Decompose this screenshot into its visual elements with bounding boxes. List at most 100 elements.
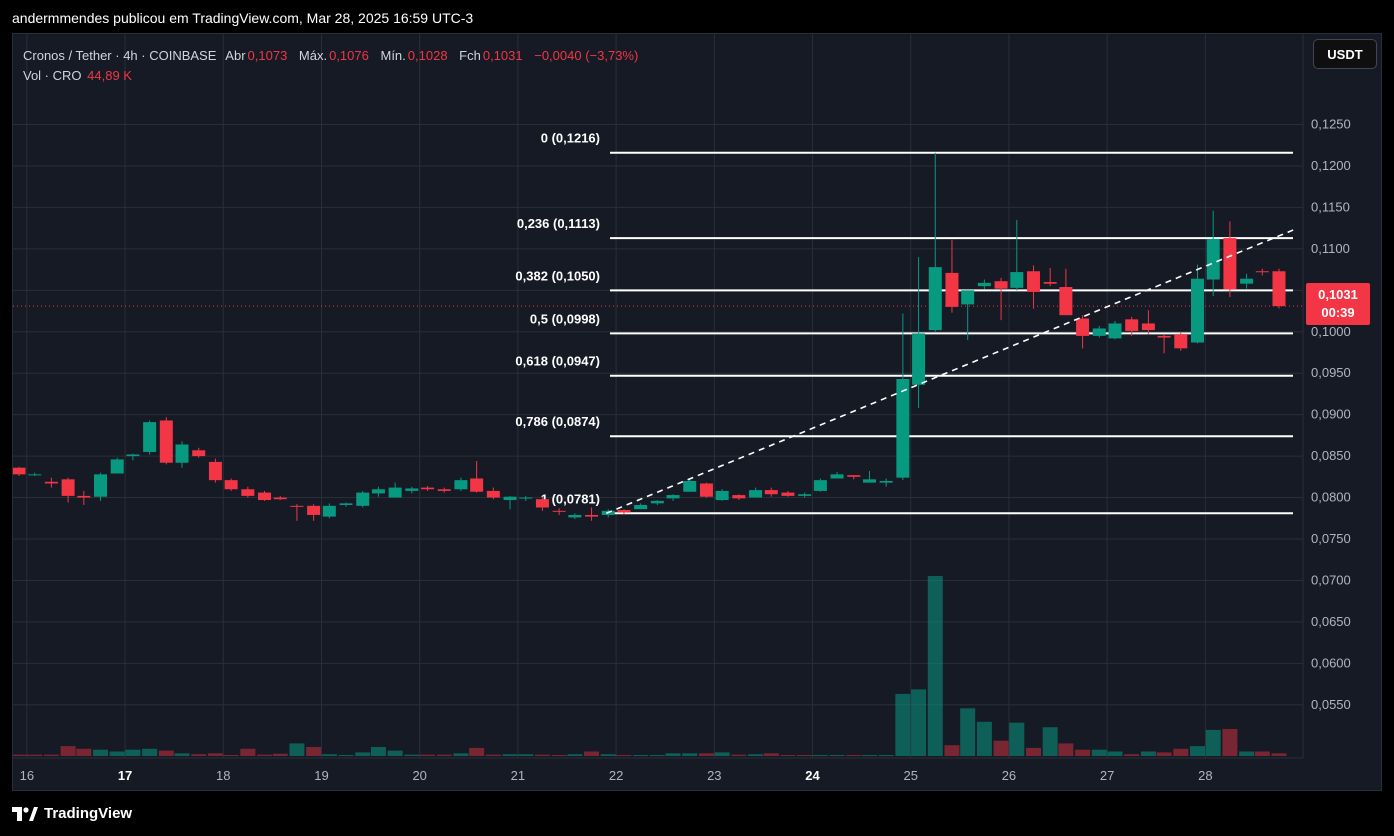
volume-bar — [616, 755, 632, 756]
candle-body — [371, 489, 385, 494]
candle-body — [1108, 323, 1122, 339]
candle-body — [77, 495, 91, 498]
legend-high: 0,1076 — [329, 48, 369, 63]
volume-bar — [649, 755, 665, 756]
x-tick-label: 16 — [20, 768, 34, 783]
volume-bar — [1025, 747, 1041, 756]
volume-bar — [567, 754, 583, 756]
footer-brand[interactable]: TradingView — [12, 805, 132, 822]
volume-bar — [861, 755, 877, 756]
x-tick-label: 23 — [707, 768, 721, 783]
legend-ohlc-row: Cronos / Tether · 4h · COINBASE Abr 0,107… — [23, 46, 646, 66]
volume-bar — [878, 755, 894, 756]
candle-body — [1076, 318, 1090, 336]
bar-countdown: 00:39 — [1321, 305, 1355, 320]
y-tick-label: 0,0850 — [1311, 448, 1351, 463]
volume-bar — [191, 754, 207, 756]
chart-frame[interactable]: 0,12500,12000,11500,11000,10500,10000,09… — [12, 33, 1382, 791]
volume-bar — [714, 752, 730, 756]
candle-body — [732, 495, 746, 499]
x-tick-label: 21 — [511, 768, 525, 783]
y-tick-label: 0,0600 — [1311, 655, 1351, 670]
candle-body — [813, 480, 827, 491]
currency-button[interactable]: USDT — [1313, 39, 1377, 69]
volume-bar — [797, 755, 813, 756]
y-tick-label: 0,0700 — [1311, 572, 1351, 587]
volume-bar — [1140, 751, 1156, 756]
legend-volume-value: 44,89 K — [87, 68, 132, 83]
volume-bar — [174, 753, 190, 756]
fib-level-label: 0,786 (0,0874) — [515, 414, 600, 429]
candle-body — [1141, 323, 1155, 331]
candle-body — [356, 492, 370, 506]
candle-body — [552, 510, 566, 512]
y-tick-label: 0,0550 — [1311, 697, 1351, 712]
candle-body — [634, 505, 648, 510]
price-chart[interactable]: 0,12500,12000,11500,11000,10500,10000,09… — [13, 34, 1381, 790]
chart-legend: Cronos / Tether · 4h · COINBASE Abr 0,107… — [23, 46, 646, 86]
legend-open: 0,1073 — [247, 48, 288, 63]
volume-bar — [895, 693, 911, 756]
candle-body — [388, 487, 402, 498]
x-tick-label: 26 — [1002, 768, 1016, 783]
candle-body — [13, 467, 26, 475]
candle-body — [650, 500, 664, 504]
candle-body — [1272, 271, 1286, 307]
y-tick-label: 0,1200 — [1311, 158, 1351, 173]
volume-bar — [551, 755, 567, 756]
volume-bar — [142, 748, 158, 756]
candle-body — [94, 474, 108, 497]
y-tick-label: 0,0800 — [1311, 490, 1351, 505]
volume-bar — [109, 751, 125, 756]
x-tick-label: 18 — [216, 768, 230, 783]
volume-bar — [43, 754, 59, 756]
volume-bar — [27, 754, 43, 756]
legend-symbol[interactable]: Cronos / Tether · 4h · COINBASE — [23, 48, 217, 63]
volume-bar — [321, 754, 337, 756]
candle-body — [945, 272, 959, 307]
candle-body — [1010, 272, 1024, 288]
volume-bar — [1075, 749, 1091, 756]
legend-volume-row: Vol · CRO 44,89 K — [23, 66, 646, 86]
last-price-value: 0,1031 — [1318, 287, 1358, 302]
legend-high-label: Máx. — [298, 48, 328, 63]
volume-bar — [600, 754, 616, 756]
candle-body — [405, 488, 419, 491]
candle-body — [1174, 334, 1188, 349]
candle-body — [862, 479, 876, 483]
candle-body — [1206, 238, 1220, 280]
x-tick-label: 20 — [412, 768, 426, 783]
fib-level-label: 0,5 (0,0998) — [530, 311, 600, 326]
y-tick-label: 0,1100 — [1311, 241, 1350, 256]
volume-bar — [993, 740, 1009, 756]
footer-brand-label: TradingView — [44, 805, 133, 822]
volume-bar — [927, 576, 943, 756]
candle-body — [749, 490, 763, 498]
x-tick-label: 25 — [903, 768, 917, 783]
candle-body — [1026, 271, 1040, 292]
fib-level-label: 0,618 (0,0947) — [515, 354, 600, 369]
volume-bar — [1042, 727, 1058, 756]
volume-bar — [1107, 751, 1123, 756]
legend-volume-label[interactable]: Vol · CRO — [23, 68, 82, 83]
candle-body — [912, 333, 926, 385]
candle-body — [1125, 319, 1139, 331]
volume-bar — [829, 755, 845, 756]
volume-bar — [960, 708, 976, 756]
x-tick-label: 17 — [118, 768, 132, 783]
volume-bar — [272, 753, 288, 756]
candle-body — [159, 420, 173, 463]
candle-body — [273, 497, 287, 500]
candle-body — [896, 379, 910, 478]
candle-body — [437, 489, 451, 491]
y-tick-label: 0,0900 — [1311, 407, 1351, 422]
volume-bar — [370, 747, 386, 756]
fib-level-label: 0 (0,1216) — [541, 131, 600, 146]
candle-body — [585, 514, 599, 517]
candle-body — [339, 503, 353, 506]
volume-bar — [698, 753, 714, 756]
volume-bar — [748, 754, 764, 756]
candle-body — [175, 444, 189, 463]
candle-body — [977, 282, 991, 287]
fib-level-label: 0,236 (0,1113) — [517, 216, 600, 231]
